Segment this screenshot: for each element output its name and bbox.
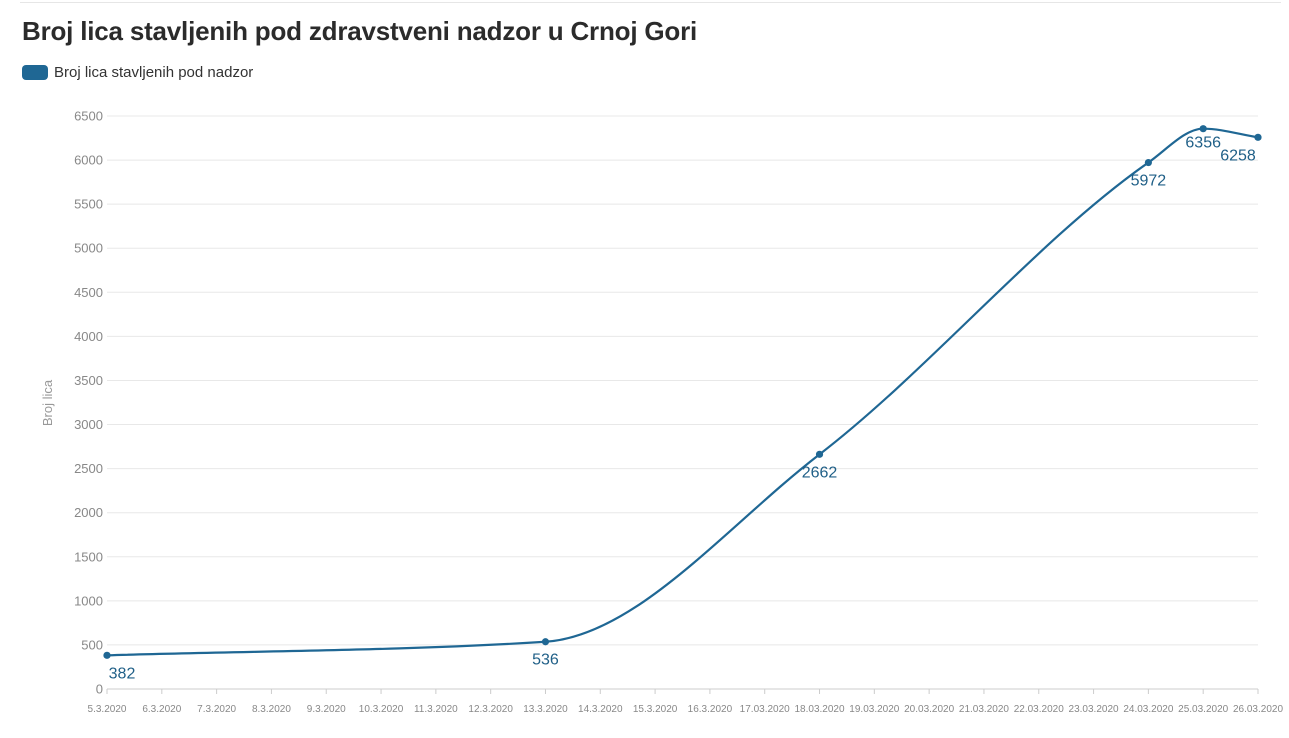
series-line [106, 127, 1259, 657]
x-tick-label: 26.03.2020 [1233, 704, 1283, 715]
data-point[interactable] [541, 638, 550, 646]
gridlines [107, 115, 1258, 690]
x-axis-ticks: 5.3.2020 6.3.2020 7.3.2020 8.3.2020 9.3.2020… [88, 688, 1283, 715]
data-point[interactable] [1254, 133, 1262, 141]
x-tick-label: 13.3.2020 [523, 704, 568, 715]
x-tick-label: 15.3.2020 [633, 704, 678, 715]
x-tick-label: 16.3.2020 [688, 704, 733, 715]
y-tick-label: 3500 [74, 373, 103, 388]
x-tick-label: 7.3.2020 [197, 704, 236, 715]
x-tick-label: 24.03.2020 [1123, 704, 1173, 715]
x-tick-label: 14.3.2020 [578, 704, 623, 715]
y-tick-label: 2000 [74, 505, 103, 520]
data-label: 2662 [802, 464, 838, 481]
y-tick-label: 3000 [74, 417, 103, 432]
data-label: 6356 [1185, 135, 1221, 152]
y-tick-label: 1000 [74, 593, 103, 608]
data-points [103, 125, 1262, 659]
x-tick-label: 22.03.2020 [1014, 704, 1064, 715]
data-label: 6258 [1220, 147, 1256, 164]
data-point[interactable] [103, 651, 111, 659]
y-tick-label: 500 [81, 637, 103, 652]
data-point[interactable] [1144, 158, 1152, 167]
data-label: 536 [532, 652, 559, 669]
x-tick-label: 10.3.2020 [359, 704, 404, 715]
data-label: 5972 [1131, 173, 1167, 190]
x-tick-label: 11.3.2020 [414, 704, 458, 715]
data-label: 382 [109, 665, 136, 682]
legend-label: Broj lica stavljenih pod nadzor [54, 64, 254, 81]
top-divider [20, 2, 1281, 3]
x-tick-label: 8.3.2020 [252, 704, 291, 715]
data-point[interactable] [1199, 125, 1207, 133]
y-tick-label: 6000 [74, 153, 103, 168]
x-tick-label: 17.03.2020 [740, 704, 790, 715]
x-tick-label: 18.03.2020 [794, 704, 844, 715]
x-tick-label: 25.03.2020 [1178, 704, 1228, 715]
x-tick-label: 5.3.2020 [88, 704, 127, 715]
y-axis-label: Broj lica [40, 379, 55, 426]
x-tick-label: 12.3.2020 [468, 704, 513, 715]
x-tick-label: 19.03.2020 [849, 704, 899, 715]
x-tick-label: 9.3.2020 [307, 704, 346, 715]
x-tick-label: 23.03.2020 [1069, 704, 1119, 715]
data-point[interactable] [815, 450, 824, 458]
y-tick-label: 5000 [74, 241, 103, 256]
legend[interactable]: Broj lica stavljenih pod nadzor [22, 64, 253, 81]
y-tick-label: 4000 [74, 329, 103, 344]
chart-title: Broj lica stavljenih pod zdravstveni nad… [22, 16, 698, 46]
y-axis-ticks: 0 500 1000 1500 2000 2500 3000 3500 4000 4500 5000… [74, 109, 103, 697]
legend-swatch [22, 65, 48, 80]
y-tick-label: 5500 [74, 197, 103, 212]
x-tick-label: 20.03.2020 [904, 704, 954, 715]
y-tick-label: 1500 [74, 549, 103, 564]
y-tick-label: 2500 [74, 461, 103, 476]
y-tick-label: 4500 [74, 285, 103, 300]
x-tick-label: 21.03.2020 [959, 704, 1009, 715]
y-tick-label: 6500 [74, 109, 103, 124]
x-tick-label: 6.3.2020 [142, 704, 181, 715]
y-tick-label: 0 [96, 682, 103, 697]
series-line-group [106, 127, 1259, 657]
